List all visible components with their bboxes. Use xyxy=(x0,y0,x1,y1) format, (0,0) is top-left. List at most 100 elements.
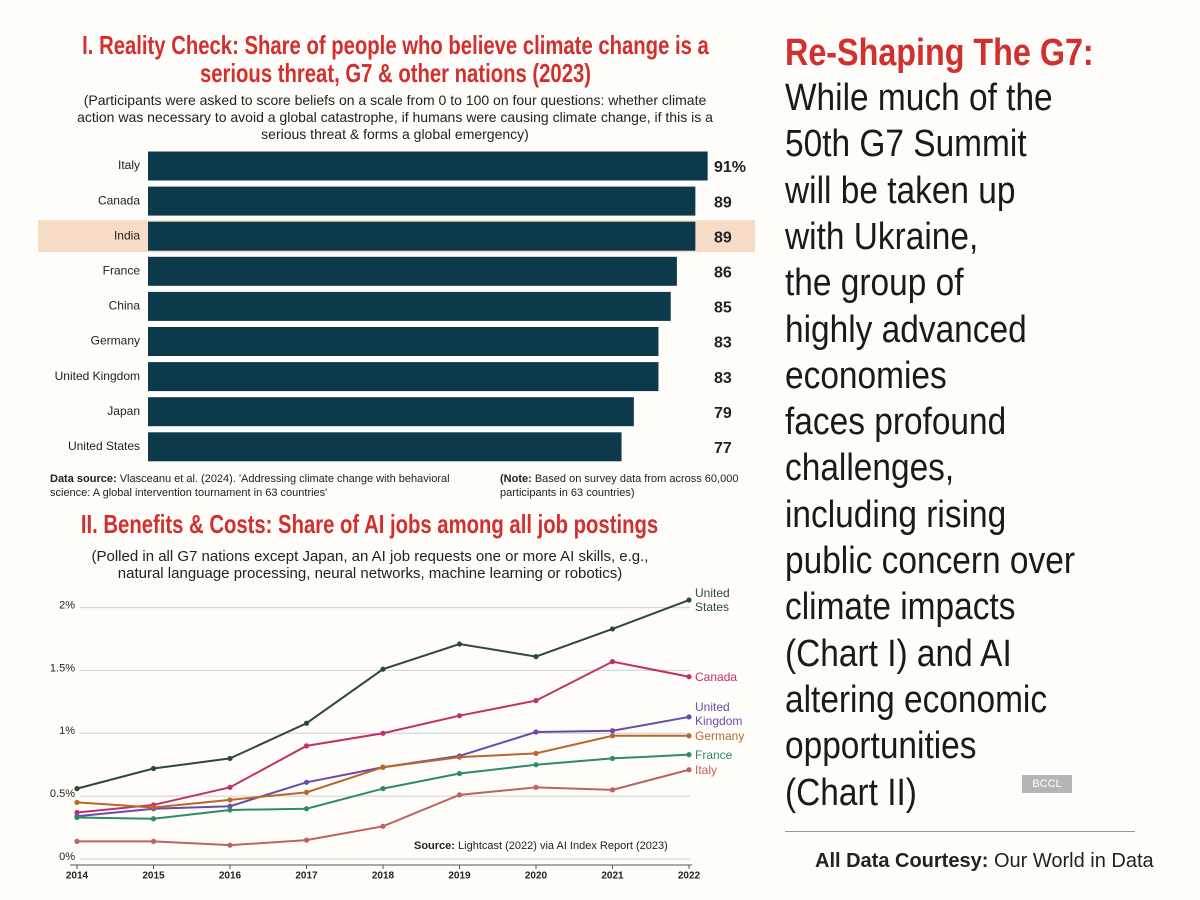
source-label: Source: xyxy=(414,840,455,852)
body-line: including rising xyxy=(785,493,1007,536)
credit-text: Our World in Data xyxy=(993,850,1154,872)
data-point xyxy=(74,799,80,806)
bar xyxy=(148,362,659,392)
body-line: highly advanced xyxy=(785,308,1027,351)
body-line: faces profound xyxy=(785,401,1007,444)
credit-label: All Data Courtesy: xyxy=(815,850,989,872)
credit: All Data Courtesy: Our World in Data xyxy=(815,850,1154,873)
data-point xyxy=(456,713,463,719)
category-label: France xyxy=(103,263,141,277)
category-label: Japan xyxy=(107,404,140,418)
data-point xyxy=(380,666,386,672)
body-line: economies xyxy=(785,354,947,397)
data-point xyxy=(227,755,233,762)
y-tick-label: 1.5% xyxy=(50,662,75,674)
data-point xyxy=(303,806,310,812)
value-label: 77 xyxy=(714,440,732,457)
body-line: public concern over xyxy=(785,540,1075,582)
headline: Re-Shaping The G7: xyxy=(785,32,1094,74)
data-point xyxy=(150,765,157,772)
series-label: Germany xyxy=(695,728,745,743)
data-point xyxy=(150,804,157,811)
data-point xyxy=(533,750,539,757)
x-tick-label: 2014 xyxy=(66,871,89,882)
data-point xyxy=(303,789,310,795)
y-tick-label: 2% xyxy=(59,599,75,611)
series-label: United States xyxy=(695,586,730,615)
data-point xyxy=(609,626,616,632)
data-point xyxy=(533,698,539,704)
x-tick-label: 2016 xyxy=(219,871,242,882)
data-point xyxy=(150,816,157,822)
series-line xyxy=(76,734,689,809)
x-tick-label: 2020 xyxy=(525,871,548,882)
data-point xyxy=(456,770,463,777)
data-point xyxy=(303,720,310,726)
series-label: Canada xyxy=(695,669,738,684)
data-point xyxy=(533,654,539,660)
data-point xyxy=(533,762,539,768)
body-line: (Chart I) and AI xyxy=(785,632,1012,675)
data-point xyxy=(227,797,233,803)
data-point xyxy=(227,807,233,813)
body-line: will be taken up xyxy=(785,169,1016,212)
data-point xyxy=(686,597,692,603)
data-point xyxy=(686,733,692,739)
data-point xyxy=(380,786,386,792)
data-point xyxy=(609,787,616,793)
value-label: 83 xyxy=(714,335,732,352)
bar xyxy=(148,221,696,251)
data-point xyxy=(686,714,692,720)
data-point xyxy=(227,803,233,809)
data-point xyxy=(227,842,233,848)
data-point xyxy=(380,730,386,736)
value-label: 86 xyxy=(714,265,732,282)
category-label: Germany xyxy=(91,334,140,348)
data-point xyxy=(74,809,80,816)
data-point xyxy=(609,755,616,762)
body-line: with Ukraine, xyxy=(785,215,979,258)
body-line: opportunities xyxy=(785,725,977,768)
watermark: BCCL xyxy=(1022,775,1072,793)
value-label: 89 xyxy=(714,229,732,246)
x-tick-label: 2021 xyxy=(601,871,624,882)
value-label: 89 xyxy=(714,194,732,211)
series-label: Italy xyxy=(695,762,718,777)
data-point xyxy=(227,784,233,790)
data-point xyxy=(609,733,616,739)
body-line: (Chart II) xyxy=(785,771,917,814)
x-tick-label: 2018 xyxy=(372,871,395,882)
data-point xyxy=(380,764,386,770)
body-line: the group of xyxy=(785,262,964,305)
bar xyxy=(148,291,671,321)
bar xyxy=(148,186,696,216)
chart-title: II. Benefits & Costs: Share of AI jobs a… xyxy=(80,509,659,539)
bar xyxy=(148,397,634,427)
value-label: 85 xyxy=(714,300,732,317)
value-label: 79 xyxy=(714,405,732,422)
source-text: Vlasceanu et al. (2024). 'Addressing cli… xyxy=(50,473,450,499)
data-point xyxy=(150,838,157,845)
note-label: (Note: xyxy=(500,473,532,485)
source: Data source: Vlasceanu et al. (2024). 'A… xyxy=(50,472,490,500)
bar xyxy=(148,256,677,286)
data-point xyxy=(456,641,463,647)
bar xyxy=(148,432,622,462)
category-label: United States xyxy=(68,439,140,453)
body-line: altering economic xyxy=(785,678,1048,721)
data-point xyxy=(686,674,692,680)
body-line: challenges, xyxy=(785,447,955,490)
x-tick-label: 2022 xyxy=(678,871,701,882)
x-tick-label: 2019 xyxy=(448,871,471,882)
data-point xyxy=(380,823,386,829)
data-point xyxy=(74,838,80,845)
data-point xyxy=(686,752,692,758)
series-label: United Kingdom xyxy=(695,699,743,728)
source-text: Lightcast (2022) via AI Index Report (20… xyxy=(458,840,668,852)
note: (Note: Based on survey data from across … xyxy=(500,472,745,500)
data-point xyxy=(533,729,539,735)
divider xyxy=(785,831,1135,832)
category-label: India xyxy=(114,228,140,242)
